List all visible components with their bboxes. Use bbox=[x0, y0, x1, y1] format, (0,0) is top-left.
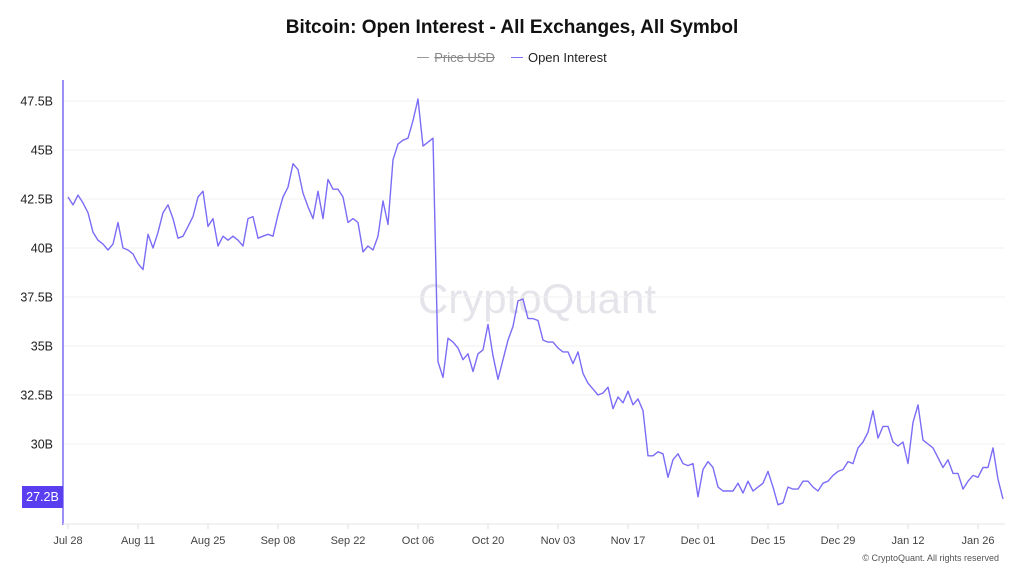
last-value-marker: 27.2B bbox=[22, 486, 63, 508]
x-tick-label: Dec 01 bbox=[681, 535, 716, 547]
chart-title: Bitcoin: Open Interest - All Exchanges, … bbox=[285, 17, 739, 38]
x-tick-label: Oct 20 bbox=[472, 535, 504, 547]
x-tick-label: Aug 11 bbox=[121, 535, 155, 547]
x-tick-label: Nov 17 bbox=[611, 535, 646, 547]
legend-label-open-interest: Open Interest bbox=[527, 50, 607, 65]
series-line-open-interest bbox=[67, 98, 1004, 506]
x-tick-label: Nov 03 bbox=[541, 535, 576, 547]
y-tick-label: 42.5B bbox=[20, 193, 53, 207]
x-tick-label: Dec 15 bbox=[751, 535, 786, 547]
x-tick-label: Aug 25 bbox=[191, 535, 226, 547]
legend-swatch-open-interest bbox=[510, 56, 523, 59]
x-tick-label: Oct 06 bbox=[402, 535, 434, 547]
copyright: © CryptoQuant. All rights reserved bbox=[862, 553, 999, 563]
y-tick-label: 47.5B bbox=[20, 95, 53, 109]
x-tick-label: Sep 22 bbox=[331, 535, 366, 547]
x-tick-label: Jan 12 bbox=[891, 535, 924, 547]
y-tick-label: 40B bbox=[31, 242, 53, 256]
legend-swatch-price-usd bbox=[417, 56, 430, 59]
y-tick-label: 35B bbox=[31, 340, 53, 354]
legend-item-open-interest[interactable]: Open Interest bbox=[510, 50, 607, 65]
y-tick-label: 32.5B bbox=[20, 389, 53, 403]
x-tick-label: Jan 26 bbox=[961, 535, 994, 547]
y-tick-label: 37.5B bbox=[20, 291, 53, 305]
legend-item-price-usd[interactable]: Price USD bbox=[417, 50, 495, 65]
y-tick-label: 45B bbox=[31, 144, 53, 158]
legend: Price USD Open Interest bbox=[0, 50, 1024, 65]
x-tick-label: Jul 28 bbox=[53, 535, 82, 547]
x-tick-label: Dec 29 bbox=[821, 535, 856, 547]
x-tick-label: Sep 08 bbox=[261, 535, 296, 547]
y-tick-label: 30B bbox=[31, 438, 53, 452]
legend-label-price-usd: Price USD bbox=[434, 50, 495, 65]
watermark: CryptoQuant bbox=[418, 275, 656, 322]
